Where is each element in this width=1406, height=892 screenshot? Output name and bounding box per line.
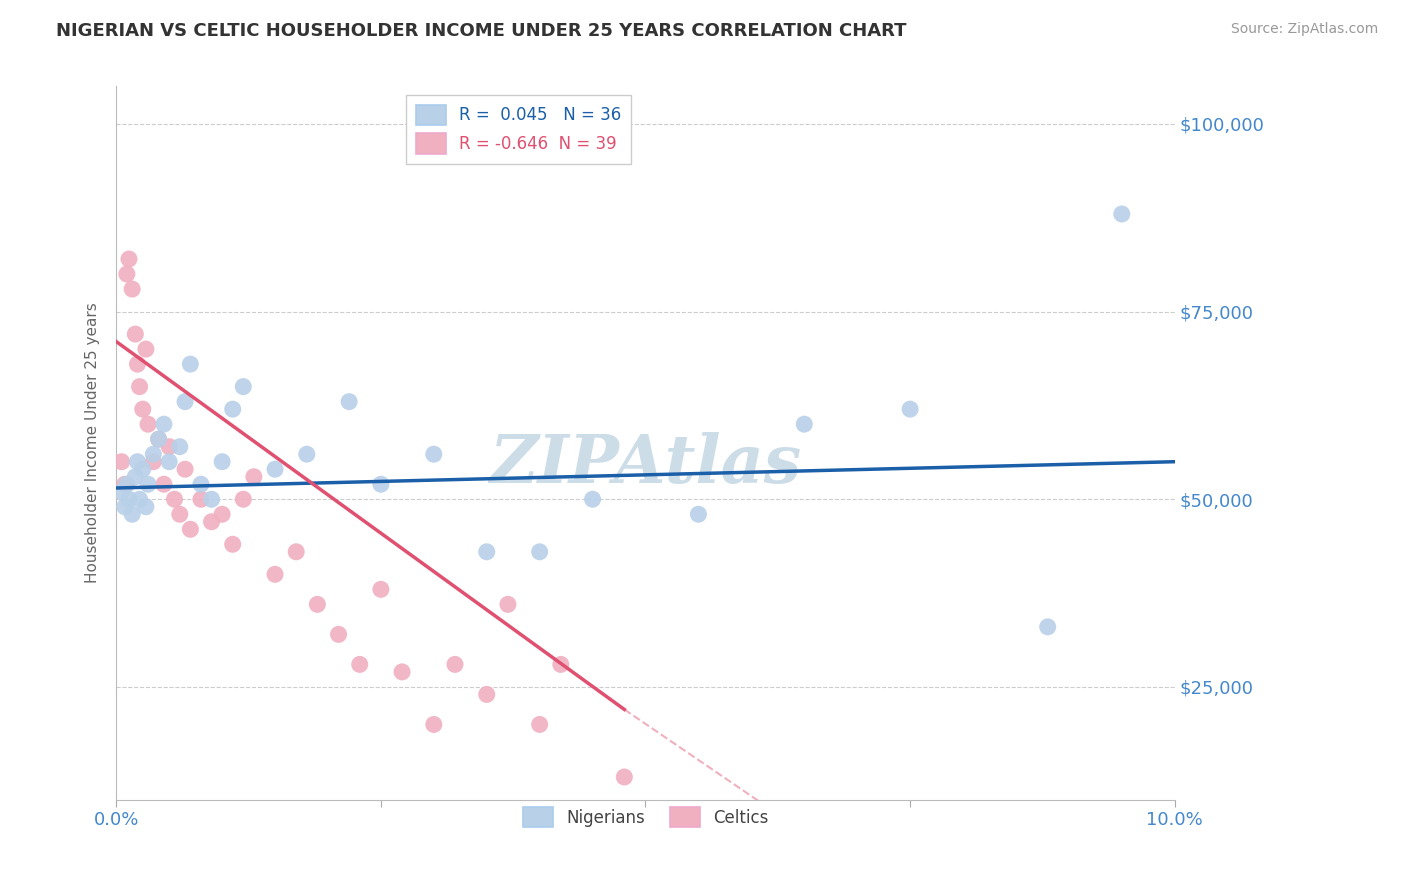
Point <box>169 508 191 522</box>
Text: ZIPAtlas: ZIPAtlas <box>489 432 801 497</box>
Text: Source: ZipAtlas.com: Source: ZipAtlas.com <box>1230 22 1378 37</box>
Point <box>285 545 308 559</box>
Point <box>211 508 233 522</box>
Point <box>349 657 371 672</box>
Point <box>153 477 176 491</box>
Point <box>115 477 138 491</box>
Point <box>127 455 149 469</box>
Point <box>114 477 136 491</box>
Y-axis label: Householder Income Under 25 years: Householder Income Under 25 years <box>86 302 100 583</box>
Point <box>136 477 159 491</box>
Point <box>337 394 360 409</box>
Point <box>529 717 551 731</box>
Point <box>264 567 287 582</box>
Text: NIGERIAN VS CELTIC HOUSEHOLDER INCOME UNDER 25 YEARS CORRELATION CHART: NIGERIAN VS CELTIC HOUSEHOLDER INCOME UN… <box>56 22 907 40</box>
Point <box>174 394 197 409</box>
Point <box>114 500 136 514</box>
Point <box>264 462 287 476</box>
Point <box>190 492 212 507</box>
Point <box>127 357 149 371</box>
Point <box>124 327 146 342</box>
Point <box>475 688 498 702</box>
Point <box>128 492 150 507</box>
Point <box>232 492 254 507</box>
Point <box>148 432 170 446</box>
Point <box>613 770 636 784</box>
Point <box>1111 207 1133 221</box>
Point <box>169 440 191 454</box>
Point <box>243 469 266 483</box>
Point <box>132 462 155 476</box>
Point <box>211 455 233 469</box>
Point <box>135 342 157 356</box>
Point <box>115 267 138 281</box>
Point <box>370 477 392 491</box>
Point <box>423 447 446 461</box>
Point <box>475 545 498 559</box>
Point <box>157 455 180 469</box>
Point <box>444 657 467 672</box>
Point <box>110 484 132 499</box>
Point <box>370 582 392 597</box>
Point <box>423 717 446 731</box>
Point <box>200 515 222 529</box>
Legend: Nigerians, Celtics: Nigerians, Celtics <box>516 800 775 834</box>
Point <box>391 665 413 679</box>
Point <box>174 462 197 476</box>
Point <box>529 545 551 559</box>
Point <box>496 598 519 612</box>
Point <box>222 537 245 551</box>
Point <box>295 447 318 461</box>
Point <box>793 417 815 432</box>
Point <box>179 522 201 536</box>
Point <box>328 627 350 641</box>
Point <box>190 477 212 491</box>
Point <box>110 455 132 469</box>
Point <box>142 455 165 469</box>
Point <box>121 282 143 296</box>
Point <box>121 508 143 522</box>
Point <box>124 469 146 483</box>
Point <box>118 492 141 507</box>
Point <box>200 492 222 507</box>
Point <box>128 379 150 393</box>
Point <box>688 508 710 522</box>
Point <box>136 417 159 432</box>
Point <box>135 500 157 514</box>
Point <box>142 447 165 461</box>
Point <box>232 379 254 393</box>
Point <box>179 357 201 371</box>
Point <box>163 492 186 507</box>
Point <box>550 657 572 672</box>
Point <box>132 402 155 417</box>
Point <box>222 402 245 417</box>
Point <box>307 598 329 612</box>
Point <box>148 432 170 446</box>
Point <box>118 252 141 266</box>
Point <box>153 417 176 432</box>
Point <box>1036 620 1059 634</box>
Point <box>157 440 180 454</box>
Point <box>898 402 921 417</box>
Point <box>581 492 603 507</box>
